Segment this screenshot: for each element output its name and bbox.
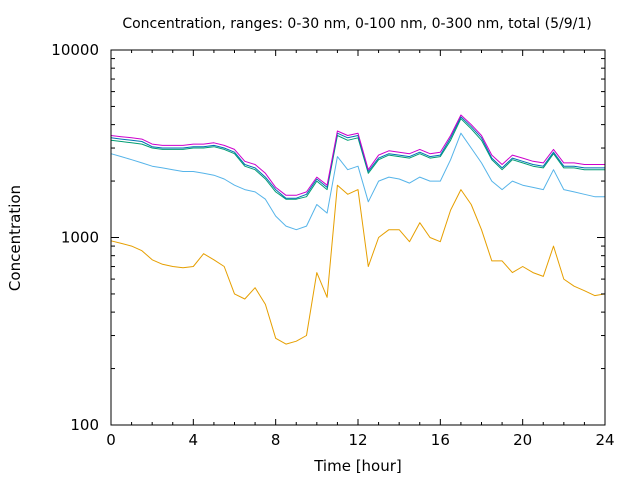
- x-tick-label: 0: [106, 431, 116, 449]
- plot-frame: [110, 49, 606, 426]
- x-tick-label: 16: [431, 431, 450, 449]
- series-layer: [110, 114, 606, 345]
- x-tick-label: 8: [271, 431, 281, 449]
- x-tick-label: 20: [513, 431, 532, 449]
- series-line-4: [110, 116, 605, 199]
- series-line-3: [110, 118, 605, 200]
- y-tick-label: 1000: [61, 229, 99, 247]
- x-tick-label: 4: [189, 431, 199, 449]
- y-tick-label: 10000: [51, 41, 99, 59]
- series-line-1: [110, 184, 606, 345]
- series-line-2: [110, 132, 605, 231]
- y-tick-label: 100: [70, 416, 99, 434]
- y-axis-title: Concentration: [6, 185, 24, 291]
- tick-labels: 0 4 8 12 16 20 24 100 1000 10000: [51, 41, 614, 449]
- x-axis-title: Time [hour]: [313, 457, 402, 475]
- chart-title: Concentration, ranges: 0-30 nm, 0-100 nm…: [122, 16, 591, 32]
- series-line-5: [110, 114, 605, 196]
- x-tick-label: 24: [595, 431, 614, 449]
- x-tick-label: 12: [348, 431, 367, 449]
- ticks-layer: [110, 49, 606, 426]
